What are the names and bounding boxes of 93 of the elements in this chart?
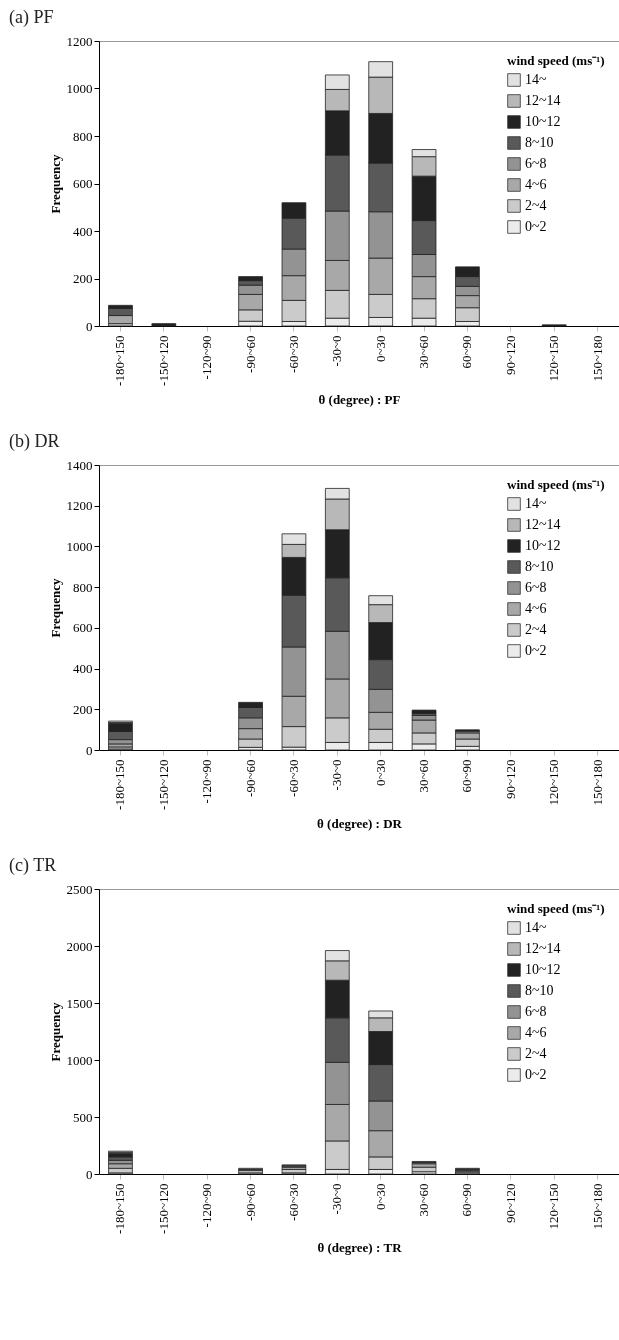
x-tick-label: -30~0 xyxy=(329,335,345,367)
x-tick-label: 30~60 xyxy=(416,335,432,369)
legend-label: 8~10 xyxy=(525,983,554,998)
y-tick-label: 1200 xyxy=(66,498,93,514)
legend-label: 12~14 xyxy=(525,517,561,532)
legend-label: 6~8 xyxy=(525,156,547,171)
legend-label: 8~10 xyxy=(525,559,554,574)
x-axis-title: θ (degree) : DR xyxy=(317,815,403,831)
x-tick-label: -60~30 xyxy=(285,1183,301,1221)
y-tick-label: 1200 xyxy=(66,33,93,49)
legend-label: 12~14 xyxy=(525,941,561,956)
x-tick-label: 30~60 xyxy=(416,759,432,793)
legend-title: wind speed (ms⁻¹) xyxy=(507,477,605,492)
legend-label: 4~6 xyxy=(525,1025,547,1040)
legend-label: 2~4 xyxy=(525,622,547,637)
legend-label: 4~6 xyxy=(525,177,547,192)
x-tick-label: 150~180 xyxy=(589,335,605,382)
legend-title: wind speed (ms⁻¹) xyxy=(507,53,605,68)
y-tick-label: 200 xyxy=(73,271,93,286)
x-tick-label: -90~60 xyxy=(242,759,258,797)
x-axis-title: θ (degree) : PF xyxy=(318,391,401,407)
y-tick-label: 1400 xyxy=(66,457,93,473)
x-tick-label: 120~150 xyxy=(546,1183,562,1230)
y-tick-label: 1000 xyxy=(66,81,93,96)
y-tick-label: 600 xyxy=(73,176,93,191)
y-axis-title: Frequency xyxy=(47,578,63,638)
x-tick-label: -30~0 xyxy=(329,759,345,791)
y-tick-label: 0 xyxy=(86,318,93,334)
x-tick-label: 90~120 xyxy=(502,335,518,376)
y-tick-label: 2500 xyxy=(66,881,93,897)
x-tick-label: -180~150 xyxy=(112,759,128,810)
legend-label: 10~12 xyxy=(525,962,561,977)
x-tick-label: 90~120 xyxy=(502,1183,518,1224)
legend-label: 14~ xyxy=(525,920,547,935)
legend-label: 8~10 xyxy=(525,135,554,150)
x-tick-label: -120~90 xyxy=(199,1183,215,1228)
x-tick-label: -120~90 xyxy=(199,335,215,380)
legend-label: 6~8 xyxy=(525,580,547,595)
x-tick-label: -180~150 xyxy=(112,1183,128,1234)
y-tick-label: 800 xyxy=(73,128,93,144)
x-tick-label: -120~90 xyxy=(199,759,215,804)
y-tick-label: 500 xyxy=(73,1109,93,1125)
x-tick-label: 30~60 xyxy=(416,1183,432,1217)
x-axis-title: θ (degree) : TR xyxy=(317,1239,403,1255)
y-tick-label: 1500 xyxy=(66,995,93,1011)
x-tick-label: -150~120 xyxy=(155,759,171,810)
x-tick-label: 0~30 xyxy=(372,1183,388,1211)
legend-label: 0~2 xyxy=(525,219,547,234)
legend-label: 2~4 xyxy=(525,1046,547,1061)
x-tick-label: -150~120 xyxy=(155,1183,171,1234)
y-tick-label: 200 xyxy=(73,701,93,717)
x-tick-label: 120~150 xyxy=(546,759,562,806)
x-tick-label: -30~0 xyxy=(329,1183,345,1215)
x-tick-label: 0~30 xyxy=(372,759,388,787)
x-tick-label: -90~60 xyxy=(242,1183,258,1221)
x-tick-label: 60~90 xyxy=(459,335,475,369)
y-tick-label: 600 xyxy=(73,620,93,636)
y-axis-title: Frequency xyxy=(47,154,63,214)
x-tick-label: -90~60 xyxy=(242,335,258,373)
y-tick-label: 0 xyxy=(86,1166,93,1182)
x-tick-label: -60~30 xyxy=(285,335,301,373)
chart-title: (a) PF xyxy=(9,7,54,28)
chart-title: (c) TR xyxy=(9,855,57,876)
x-tick-label: 120~150 xyxy=(546,335,562,382)
legend-label: 14~ xyxy=(525,496,547,511)
legend-label: 0~2 xyxy=(525,1067,547,1082)
x-tick-label: -60~30 xyxy=(285,759,301,797)
chart-title: (b) DR xyxy=(9,431,60,452)
y-tick-label: 800 xyxy=(73,579,93,595)
y-tick-label: 1000 xyxy=(66,538,93,554)
y-axis-title: Frequency xyxy=(47,1002,63,1062)
x-tick-label: 150~180 xyxy=(589,759,605,806)
legend-label: 4~6 xyxy=(525,601,547,616)
legend-label: 14~ xyxy=(525,72,547,87)
x-tick-label: 90~120 xyxy=(502,759,518,800)
x-tick-label: -180~150 xyxy=(112,335,128,386)
x-tick-label: -150~120 xyxy=(155,335,171,386)
legend-label: 2~4 xyxy=(525,198,547,213)
legend-label: 10~12 xyxy=(525,538,561,553)
y-tick-label: 2000 xyxy=(66,938,93,954)
legend-title: wind speed (ms⁻¹) xyxy=(507,901,605,916)
y-tick-label: 400 xyxy=(73,223,93,239)
x-tick-label: 60~90 xyxy=(459,759,475,793)
y-tick-label: 1000 xyxy=(66,1052,93,1068)
y-tick-label: 0 xyxy=(86,742,93,758)
legend-label: 12~14 xyxy=(525,93,561,108)
x-tick-label: 0~30 xyxy=(372,335,388,363)
x-tick-label: 150~180 xyxy=(589,1183,605,1230)
legend-label: 10~12 xyxy=(525,114,561,129)
y-tick-label: 400 xyxy=(73,661,93,677)
legend-label: 0~2 xyxy=(525,643,547,658)
x-tick-label: 60~90 xyxy=(459,1183,475,1217)
legend-label: 6~8 xyxy=(525,1004,547,1019)
